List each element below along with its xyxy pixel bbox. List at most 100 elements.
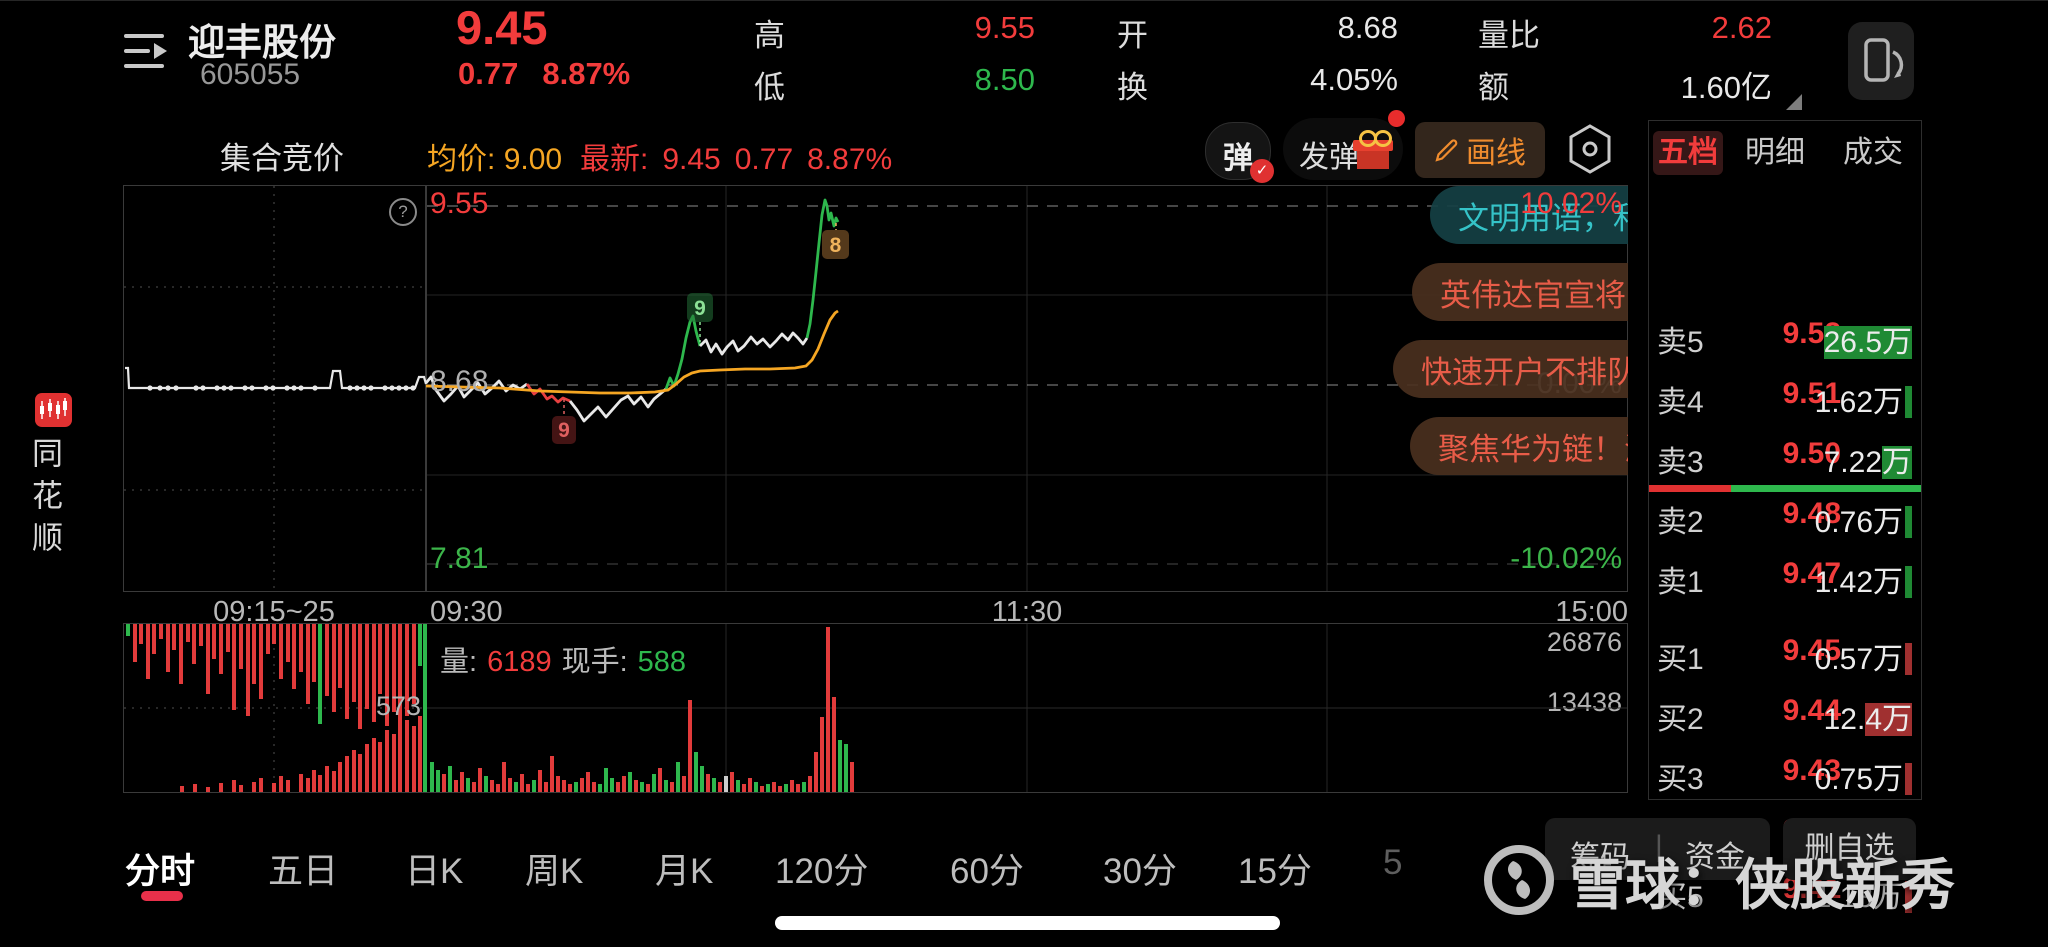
stat-low-value: 8.50 — [974, 62, 1035, 97]
gear-icon — [1569, 124, 1611, 174]
gift-icon — [1353, 130, 1393, 170]
period-tab-120分[interactable]: 120分 — [775, 852, 869, 891]
label-limit-up-pct: 10.02% — [1520, 187, 1622, 220]
time-label-0930: 09:30 — [430, 596, 503, 628]
period-tab-月K[interactable]: 月K — [655, 852, 714, 891]
avg-price: 均价: 9.00 — [427, 134, 562, 178]
last-price: 9.45 — [456, 1, 548, 54]
order-price: 9.48 — [1782, 497, 1841, 530]
change-abs: 0.77 — [458, 56, 519, 91]
buy-sell-ratio-bar — [1649, 485, 1921, 492]
danmaku-message[interactable]: 英伟达官宣将战 — [1412, 263, 1628, 321]
order-row-卖4[interactable]: 卖4 9.51 1.62万 — [1649, 377, 1921, 419]
order-row-买2[interactable]: 买2 9.44 12.4万 — [1649, 694, 1921, 736]
latest-label: 最新: — [580, 143, 649, 176]
stat-high-label: 高 — [754, 18, 785, 53]
order-row-卖2[interactable]: 卖2 9.48 0.76万 — [1649, 497, 1921, 539]
volume-chart[interactable] — [123, 623, 1628, 793]
stat-high-value: 9.55 — [974, 10, 1035, 45]
stat-volratio-label: 量比 — [1478, 18, 1540, 53]
menu-icon[interactable] — [124, 30, 172, 74]
danmaku-message[interactable]: 文明用语，和 — [1430, 186, 1628, 244]
send-danmaku-button[interactable]: 发弹 — [1283, 110, 1405, 180]
active-tab-underline — [141, 891, 183, 901]
cur-hands-label: 现手: — [561, 646, 628, 678]
order-level-label: 卖2 — [1657, 506, 1704, 539]
volume-readout: 量: 6189 现手: 588 — [440, 638, 696, 680]
danmaku-message[interactable]: 快速开户不排队 — [1393, 340, 1628, 398]
latest-price-group: 最新: 9.45 0.77 8.87% — [580, 134, 906, 178]
stat-volratio-value: 2.62 — [1711, 10, 1772, 45]
auction-volume-peak: 573 — [375, 691, 421, 721]
period-tab-日K[interactable]: 日K — [405, 852, 464, 891]
order-tab-明细[interactable]: 明细 — [1745, 136, 1805, 169]
period-tab-分时[interactable]: 分时 — [125, 852, 196, 891]
order-volume: 26.5万 — [1823, 326, 1912, 359]
order-row-买1[interactable]: 买1 9.45 0.57万 — [1649, 634, 1921, 676]
cur-hands-value: 588 — [637, 646, 687, 678]
xueqiu-logo-icon — [1484, 845, 1554, 915]
header-divider — [0, 0, 2048, 1]
order-tab-成交[interactable]: 成交 — [1843, 136, 1903, 169]
order-price: 9.45 — [1782, 634, 1841, 667]
volume-scale-max: 26876 — [1546, 627, 1622, 657]
danmaku-message[interactable]: 聚焦华为链！海 — [1410, 417, 1628, 475]
chip-analysis-buttons: 筹码 | 资金 — [1545, 818, 1770, 880]
period-tab-30分[interactable]: 30分 — [1103, 852, 1177, 891]
stat-open-label: 开 — [1117, 18, 1148, 53]
danmaku-check-icon: ✓ — [1250, 159, 1274, 183]
chip-distribution-button[interactable]: 筹码 — [1570, 841, 1630, 874]
period-tab-5[interactable]: 5 — [1383, 843, 1403, 882]
amount-expand-caret[interactable] — [1786, 94, 1802, 110]
stat-amount-label: 额 — [1478, 70, 1509, 105]
draw-line-button[interactable]: 画线 — [1415, 122, 1545, 178]
order-row-卖5[interactable]: 卖5 9.52 26.5万 — [1649, 317, 1921, 359]
ratio-buy-segment — [1730, 485, 1921, 492]
order-volume: 0.75万 — [1815, 754, 1912, 798]
order-volume: 7.22万 — [1823, 446, 1912, 479]
order-level-label: 卖3 — [1657, 446, 1704, 479]
remove-watchlist-button[interactable]: 删自选 — [1783, 818, 1916, 880]
period-tab-15分[interactable]: 15分 — [1238, 852, 1312, 891]
order-volume: 12.4万 — [1823, 703, 1912, 736]
avg-label: 均价: — [427, 143, 496, 176]
change-pct: 8.87% — [542, 56, 631, 91]
help-icon[interactable]: ? — [389, 198, 417, 226]
order-row-卖1[interactable]: 卖1 9.47 1.42万 — [1649, 557, 1921, 599]
order-level-label: 卖4 — [1657, 386, 1704, 419]
order-price: 9.47 — [1782, 557, 1841, 590]
xueqiu-watermark: 雪球：侠股新秀 — [1480, 840, 1955, 920]
order-price: 9.52 — [1782, 317, 1841, 350]
volume-scale-mid: 13438 — [1546, 687, 1622, 717]
stat-turnover-value: 4.05% — [1310, 62, 1398, 97]
danmaku-toggle-button[interactable]: 弹 ✓ — [1205, 122, 1274, 183]
stock-name: 迎丰股份 — [188, 22, 336, 63]
order-row-卖3[interactable]: 卖3 9.50 7.22万 — [1649, 437, 1921, 479]
period-tab-周K[interactable]: 周K — [525, 852, 584, 891]
time-label-1130: 11:30 — [991, 596, 1063, 628]
tonghuashun-logo-icon — [35, 393, 72, 427]
order-volume: 1.62万 — [1815, 377, 1912, 421]
vol-label: 量: — [440, 646, 478, 678]
rotate-phone-icon — [1864, 38, 1904, 82]
stat-low-label: 低 — [754, 70, 785, 105]
send-danmaku-label: 发弹 — [1299, 141, 1359, 174]
order-tab-五档[interactable]: 五档 — [1653, 131, 1723, 175]
order-price: 9.51 — [1782, 377, 1841, 410]
order-volume: 0.76万 — [1815, 497, 1912, 541]
stat-turnover-label: 换 — [1117, 70, 1148, 105]
svg-text:9: 9 — [558, 419, 570, 442]
stat-open-value: 8.68 — [1337, 10, 1398, 45]
notification-dot — [1388, 110, 1405, 127]
funds-button[interactable]: 资金 — [1685, 841, 1745, 874]
latest-price: 9.45 — [662, 143, 721, 176]
order-level-label: 卖5 — [1657, 326, 1704, 359]
period-tab-五日[interactable]: 五日 — [268, 852, 339, 891]
period-tab-60分[interactable]: 60分 — [950, 852, 1024, 891]
home-indicator[interactable] — [775, 916, 1280, 930]
rotate-screen-button[interactable] — [1848, 22, 1914, 100]
order-row-买3[interactable]: 买3 9.43 0.75万 — [1649, 754, 1921, 796]
chart-settings-button[interactable] — [1564, 120, 1616, 178]
label-prev-close: 8.68 — [430, 365, 489, 398]
stock-code: 605055 — [200, 58, 301, 91]
